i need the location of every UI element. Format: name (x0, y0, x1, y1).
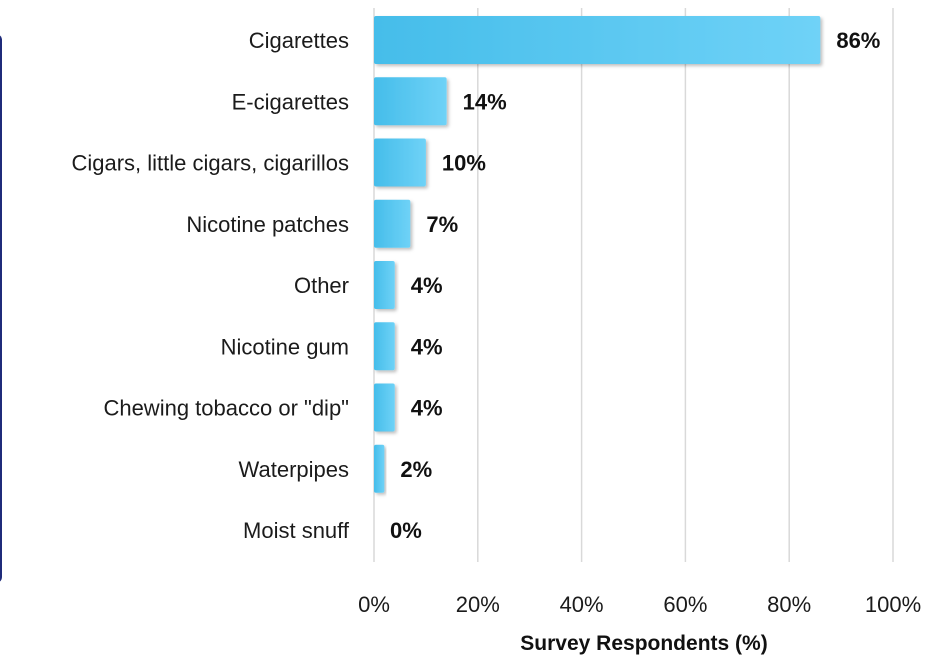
category-label: Cigarettes (249, 28, 349, 53)
data-label: 7% (426, 212, 458, 237)
data-label: 4% (411, 396, 443, 421)
data-label: 10% (442, 151, 486, 176)
x-tick-label: 20% (456, 592, 500, 617)
bar (374, 261, 395, 309)
category-label: Moist snuff (243, 518, 350, 543)
x-tick-label: 80% (767, 592, 811, 617)
category-label: Waterpipes (239, 457, 349, 482)
data-label: 0% (390, 518, 422, 543)
bar (374, 199, 411, 248)
gridlines (373, 8, 894, 562)
bar (374, 77, 447, 126)
x-tick-label: 0% (358, 592, 390, 617)
category-label: Nicotine gum (221, 334, 349, 359)
x-tick-label: 40% (560, 592, 604, 617)
data-label: 2% (400, 457, 432, 482)
data-label: 4% (411, 334, 443, 359)
bar (374, 138, 426, 187)
bar (374, 383, 395, 432)
bar (374, 322, 395, 371)
category-label: Nicotine patches (186, 212, 349, 237)
data-label: 14% (463, 89, 507, 114)
x-tick-label: 60% (663, 592, 707, 617)
category-label: Chewing tobacco or "dip" (103, 396, 349, 421)
labels: 0% 20% 40% 60% 80% 100% Cigarettes 86% E-cigaret… (71, 28, 921, 617)
bars (374, 16, 821, 493)
frame-edge (0, 34, 2, 583)
x-tick-label: 100% (865, 592, 921, 617)
bar (374, 444, 385, 493)
data-label: 4% (411, 273, 443, 298)
x-axis-title: Survey Respondents (%) (520, 632, 767, 655)
data-label: 86% (836, 28, 880, 53)
category-label: Cigars, little cigars, cigarillos (71, 151, 349, 176)
category-label: Other (294, 273, 349, 298)
bar (374, 16, 821, 64)
category-label: E-cigarettes (232, 89, 349, 114)
